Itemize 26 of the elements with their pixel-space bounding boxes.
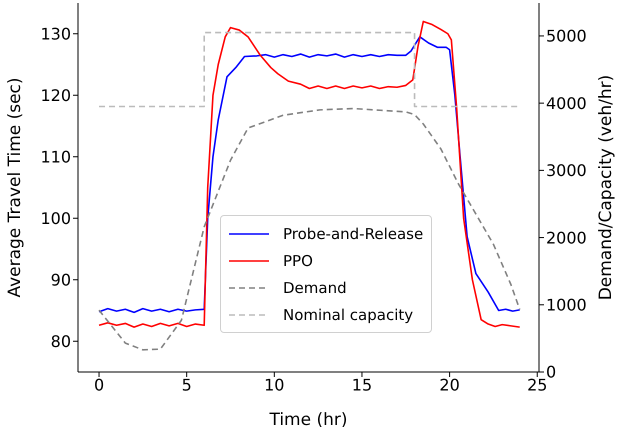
y2-tick-label: 5000 xyxy=(546,26,587,46)
y-tick-label: 110 xyxy=(40,147,71,166)
x-tick-label: 20 xyxy=(439,375,460,394)
y-tick-label: 100 xyxy=(40,208,71,228)
x-tick-label: 25 xyxy=(527,375,548,394)
legend-label: PPO xyxy=(283,252,313,270)
x-tick-label: 0 xyxy=(94,375,104,394)
legend-label: Demand xyxy=(283,278,347,296)
legend-label: Probe-and-Release xyxy=(283,224,424,242)
legend-label: Nominal capacity xyxy=(283,306,414,324)
y2-tick-label: 4000 xyxy=(546,94,587,113)
y2-tick-label: 2000 xyxy=(546,228,587,248)
y-tick-label: 120 xyxy=(40,86,71,105)
line-series xyxy=(98,108,521,351)
y2-tick-label: 3000 xyxy=(546,161,587,180)
y2-tick-label: 1000 xyxy=(546,295,587,314)
y-axis-title: Average Travel Time (sec) xyxy=(5,77,26,298)
y-tick-label: 80 xyxy=(50,332,71,351)
y2-tick-label: 0 xyxy=(546,362,556,382)
x-axis-title: Time (hr) xyxy=(268,410,348,427)
x-tick-label: 15 xyxy=(352,375,372,394)
x-tick-label: 5 xyxy=(182,375,192,394)
y2-axis-title: Demand/Capacity (veh/hr) xyxy=(596,74,616,300)
y-tick-label: 90 xyxy=(50,270,71,290)
y-tick-label: 130 xyxy=(40,24,71,44)
x-tick-label: 10 xyxy=(264,375,284,394)
